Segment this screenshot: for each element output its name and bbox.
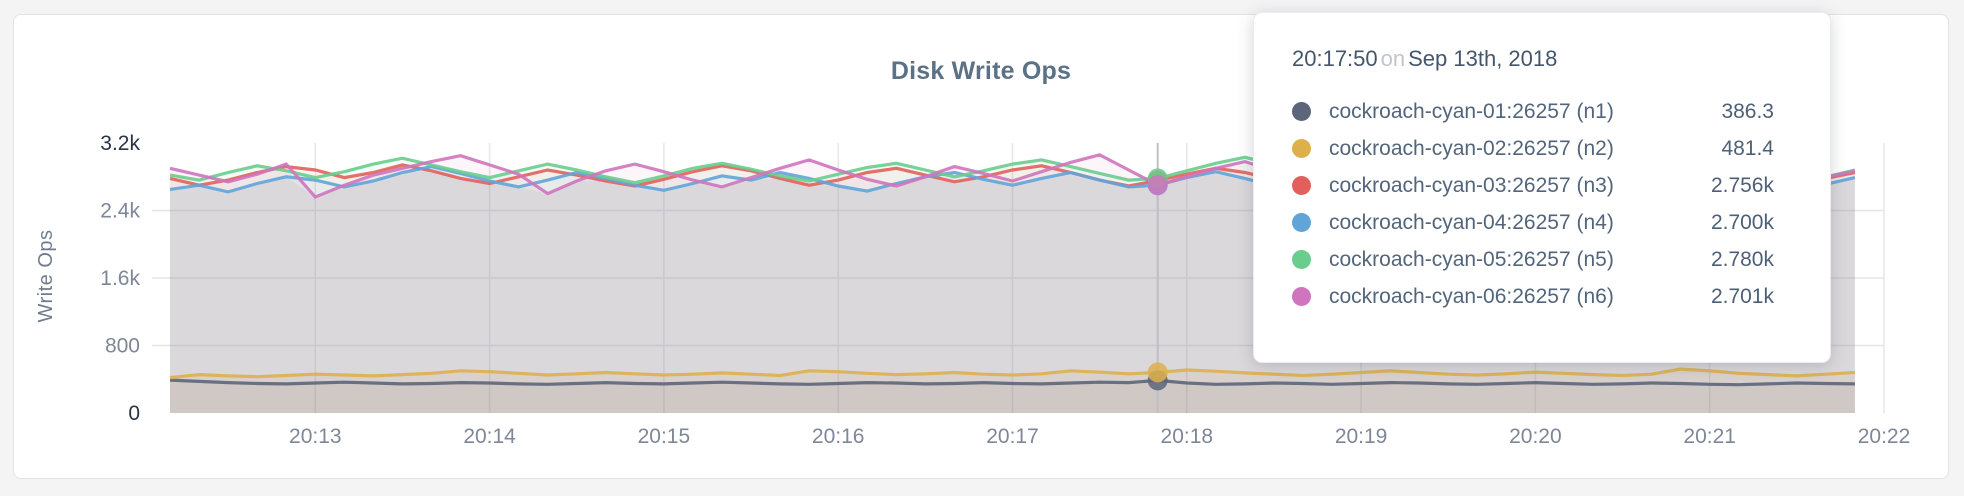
series-value: 2.756k [1710, 173, 1774, 197]
series-label: cockroach-cyan-02:26257 (n2) [1329, 136, 1614, 160]
series-value: 386.3 [1721, 99, 1774, 123]
series-color-dot [1292, 250, 1311, 269]
x-tick-label: 20:16 [812, 425, 865, 448]
x-tick-label: 20:21 [1683, 425, 1736, 448]
tooltip-row: cockroach-cyan-03:26257 (n3) 2.756k [1292, 167, 1774, 204]
x-tick-label: 20:20 [1509, 425, 1562, 448]
series-color-dot [1292, 102, 1311, 121]
x-tick-label: 20:22 [1858, 425, 1911, 448]
tooltip-row: cockroach-cyan-01:26257 (n1) 386.3 [1292, 93, 1774, 130]
series-label: cockroach-cyan-06:26257 (n6) [1329, 284, 1614, 308]
x-tick-label: 20:18 [1161, 425, 1214, 448]
tooltip-header: 20:17:50 on Sep 13th, 2018 [1292, 46, 1774, 72]
series-line-cockroach-cyan-02:26257 [169, 367, 1855, 380]
series-color-dot [1292, 213, 1311, 232]
hover-tooltip: 20:17:50 on Sep 13th, 2018 cockroach-cyan-… [1253, 12, 1831, 363]
x-tick-label: 20:13 [289, 425, 342, 448]
tooltip-time: 20:17:50 [1292, 46, 1378, 71]
series-value: 481.4 [1721, 136, 1774, 160]
x-tick-label: 20:15 [638, 425, 691, 448]
series-line-cockroach-cyan-01:26257 [169, 378, 1855, 387]
y-tick-label: 800 [105, 335, 140, 358]
tooltip-on-word: on [1380, 46, 1406, 71]
tooltip-row: cockroach-cyan-04:26257 (n4) 2.700k [1292, 204, 1774, 241]
chart-title: Disk Write Ops [890, 57, 1072, 85]
tooltip-row: cockroach-cyan-02:26257 (n2) 481.4 [1292, 130, 1774, 167]
y-tick-label: 0 [128, 402, 140, 425]
series-area-cockroach-cyan-02:26257 [170, 369, 1855, 413]
series-label: cockroach-cyan-01:26257 (n1) [1329, 99, 1614, 123]
y-axis-label: Write Ops [35, 229, 57, 322]
series-value: 2.780k [1710, 247, 1774, 271]
y-tick-label: 1.6k [100, 267, 140, 290]
series-value: 2.700k [1710, 210, 1774, 234]
hover-dot-cockroach-cyan-02:26257 [1147, 362, 1168, 383]
series-label: cockroach-cyan-05:26257 (n5) [1329, 247, 1614, 271]
x-tick-label: 20:19 [1335, 425, 1388, 448]
tooltip-row: cockroach-cyan-05:26257 (n5) 2.780k [1292, 241, 1774, 278]
tooltip-date: Sep 13th, 2018 [1408, 46, 1558, 71]
tooltip-row: cockroach-cyan-06:26257 (n6) 2.701k [1292, 278, 1774, 315]
series-color-dot [1292, 139, 1311, 158]
series-label: cockroach-cyan-03:26257 (n3) [1329, 173, 1614, 197]
series-color-dot [1292, 176, 1311, 195]
y-tick-label: 2.4k [100, 200, 140, 223]
x-tick-label: 20:17 [986, 425, 1039, 448]
y-tick-label: 3.2k [100, 132, 140, 155]
hover-dot-cockroach-cyan-06:26257 [1147, 175, 1168, 196]
series-area-cockroach-cyan-01:26257 [170, 380, 1855, 413]
tooltip-series-list: cockroach-cyan-01:26257 (n1) 386.3 cockroa… [1292, 93, 1774, 315]
series-label: cockroach-cyan-04:26257 (n4) [1329, 210, 1614, 234]
series-color-dot [1292, 287, 1311, 306]
series-value: 2.701k [1710, 284, 1774, 308]
x-tick-label: 20:14 [463, 425, 516, 448]
